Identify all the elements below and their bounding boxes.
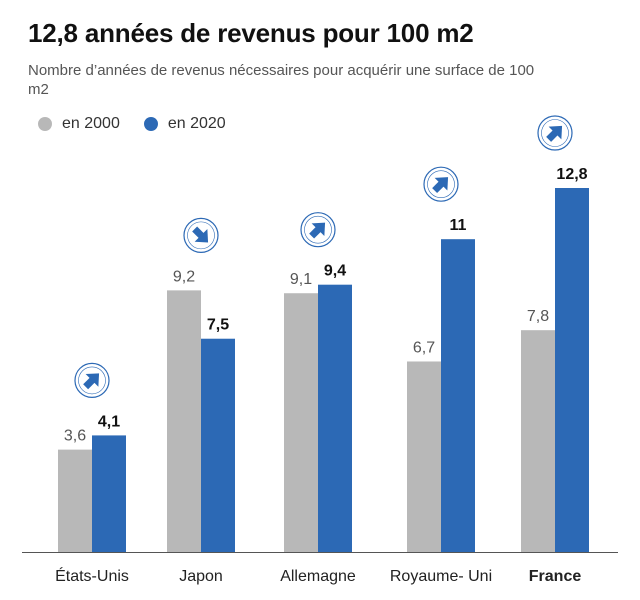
chart-title: 12,8 années de revenus pour 100 m2 xyxy=(28,18,474,48)
data-label-royaume-uni-2020: 11 xyxy=(450,217,467,234)
legend-label-2020: en 2020 xyxy=(167,115,226,132)
legend: en 2000 en 2020 xyxy=(38,115,250,133)
bar-allemagne-2000 xyxy=(284,293,318,552)
arrow-up-right-icon xyxy=(537,115,573,151)
data-label--tats-unis-2020: 4,1 xyxy=(98,413,120,430)
bar--tats-unis-2000 xyxy=(58,449,92,552)
category-label-france: France xyxy=(529,568,582,585)
data-label--tats-unis-2000: 3,6 xyxy=(64,428,86,445)
bar-france-2020 xyxy=(555,188,589,552)
bar-royaume-uni-2000 xyxy=(407,361,441,552)
category-label-royaume-uni: Royaume- Uni xyxy=(390,568,492,585)
data-label-japon-2000: 9,2 xyxy=(173,268,195,285)
bar-royaume-uni-2020 xyxy=(441,239,475,552)
data-label-japon-2020: 7,5 xyxy=(207,317,229,334)
legend-item-2020: en 2020 xyxy=(143,115,226,133)
arrow-down-right-icon xyxy=(183,217,219,253)
legend-swatch-2000 xyxy=(38,117,52,131)
category-label-japon: Japon xyxy=(179,568,223,585)
data-label-royaume-uni-2000: 6,7 xyxy=(413,339,435,356)
data-label-france-2000: 7,8 xyxy=(527,308,549,325)
chart-subtitle: Nombre d’années de revenus nécessaires p… xyxy=(28,62,535,98)
bar-france-2000 xyxy=(521,330,555,552)
legend-item-2000: en 2000 xyxy=(38,115,120,133)
data-label-allemagne-2000: 9,1 xyxy=(290,271,312,288)
legend-label-2000: en 2000 xyxy=(62,115,120,132)
category-label--tats-unis: États-Unis xyxy=(55,566,129,585)
arrow-up-right-icon xyxy=(74,362,110,399)
data-label-france-2020: 12,8 xyxy=(556,166,587,183)
bar-japon-2020 xyxy=(201,338,235,552)
bar-allemagne-2020 xyxy=(318,284,352,552)
arrow-up-right-icon xyxy=(300,212,336,248)
arrow-up-right-icon xyxy=(423,166,459,202)
data-label-allemagne-2020: 9,4 xyxy=(324,263,346,280)
category-label-allemagne: Allemagne xyxy=(280,568,356,585)
bar-japon-2000 xyxy=(167,290,201,552)
legend-swatch-2020 xyxy=(143,117,158,131)
bar--tats-unis-2020 xyxy=(92,435,126,552)
